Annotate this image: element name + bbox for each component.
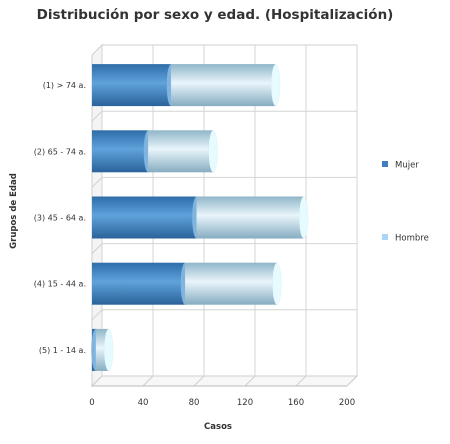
grid-line-floor: [295, 375, 307, 387]
legend-swatch: [382, 161, 388, 167]
bar-cap: [208, 130, 218, 173]
bar-hombre: [171, 64, 276, 107]
grid-line-side: [91, 243, 103, 254]
x-tick-label: 80: [189, 398, 200, 408]
grid-line-floor: [91, 375, 103, 387]
x-tick-label: 200: [339, 398, 355, 408]
grid-line-side: [91, 309, 103, 321]
category-label: (5) 1 - 14 a.: [39, 346, 86, 355]
y-axis-categories: (1) > 74 a. (2) 65 - 74 a. (3) 45 - 64 a. (…: [34, 81, 86, 355]
legend-label: Hombre: [395, 234, 429, 244]
x-tick-label: 40: [138, 398, 149, 408]
x-tick-label: 120: [237, 398, 253, 408]
legend-swatch: [382, 234, 388, 240]
bar-mujer: [92, 196, 197, 239]
bars: [91, 63, 309, 372]
x-tick-label: 160: [288, 398, 304, 408]
bar-cap: [270, 63, 281, 107]
bar-segment-mujer: [92, 130, 153, 173]
grid-line-floor: [193, 375, 205, 387]
x-axis-label: Casos: [204, 422, 232, 432]
bar-cap: [298, 196, 309, 239]
legend-item-hombre[interactable]: Hombre: [382, 234, 429, 244]
bar-mujer: [92, 262, 186, 305]
legend-item-mujer[interactable]: Mujer: [382, 161, 419, 171]
bar-hombre: [196, 196, 304, 239]
grid-line-side: [91, 110, 103, 122]
grid-line-floor: [346, 375, 358, 387]
bar-segment-hombre: [185, 262, 282, 305]
bar-cap: [103, 328, 114, 372]
category-label: (3) 45 - 64 a.: [34, 214, 86, 223]
bar-segment-hombre: [95, 328, 114, 372]
bar-segment-hombre: [148, 130, 218, 173]
legend-label: Mujer: [395, 161, 419, 171]
bar-segment-mujer: [92, 196, 202, 239]
legend: Mujer Hombre: [382, 161, 429, 244]
grid-line-floor: [142, 375, 154, 387]
bar-segment-mujer: [92, 262, 190, 305]
bar-hombre: [148, 130, 214, 173]
bar-hombre: [185, 262, 277, 305]
chart-title: Distribución por sexo y edad. (Hospitali…: [37, 7, 394, 23]
x-axis-ticks: 0 40 80 120 160 200: [89, 398, 355, 408]
floor: [90, 375, 359, 387]
bar-mujer: [92, 130, 149, 173]
bar-cap: [272, 262, 282, 305]
x-tick-label: 0: [89, 398, 94, 408]
y-axis-label: Grupos de Edad: [9, 173, 19, 249]
grid-line-side: [91, 177, 103, 188]
bar-segment-hombre: [171, 63, 281, 107]
category-label: (2) 65 - 74 a.: [34, 147, 86, 156]
bar-segment-mujer: [92, 63, 176, 107]
bar-segment-hombre: [196, 196, 309, 239]
category-label: (1) > 74 a.: [43, 81, 86, 90]
bar-mujer: [92, 64, 172, 107]
category-label: (4) 15 - 44 a.: [34, 280, 86, 289]
grid-line-floor: [244, 375, 256, 387]
